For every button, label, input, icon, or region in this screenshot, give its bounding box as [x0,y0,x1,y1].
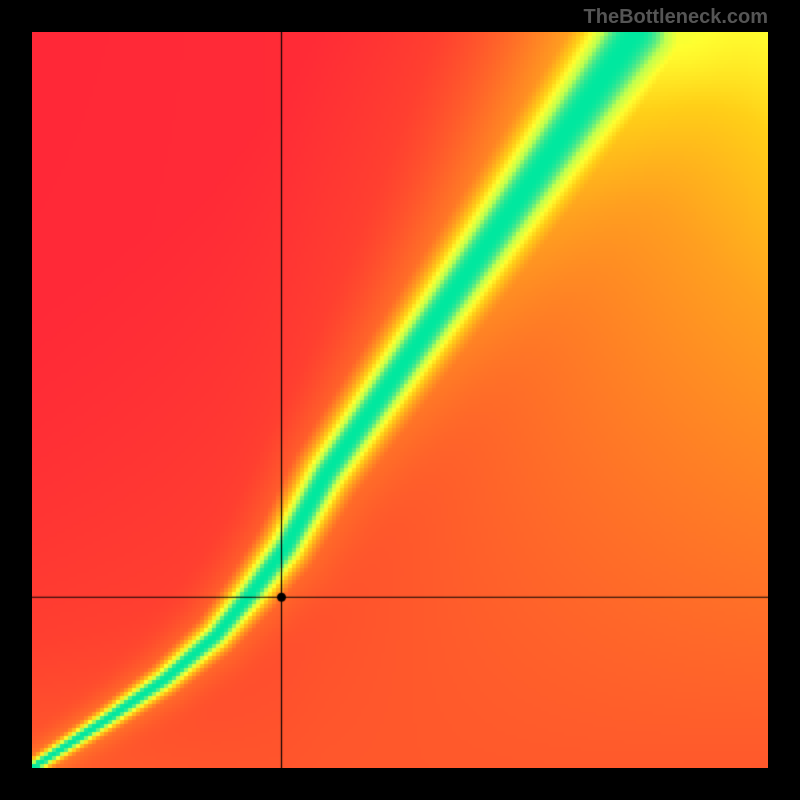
bottleneck-heatmap [32,32,768,768]
heatmap-canvas [32,32,768,768]
watermark-text: TheBottleneck.com [584,6,768,29]
